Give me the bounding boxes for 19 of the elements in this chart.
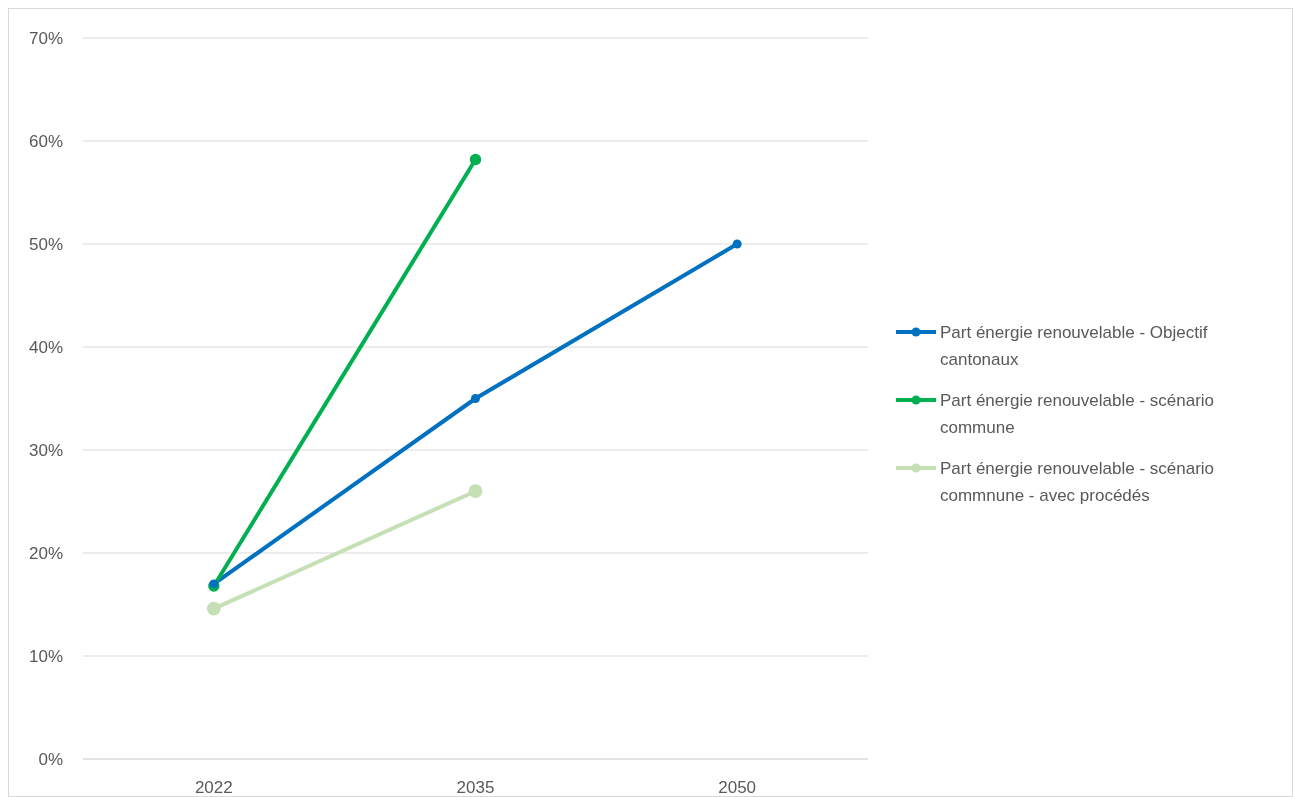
point [468, 484, 483, 499]
y-tick-label: 50% [28, 234, 63, 254]
y-tick-label: 30% [28, 440, 63, 460]
y-tick-label: 0% [38, 749, 63, 769]
point [732, 239, 742, 249]
x-tick-label: 2050 [718, 778, 757, 797]
y-tick-label: 70% [28, 28, 63, 48]
legend-label: Part énergie renouvelable - scénario commune [940, 391, 1215, 437]
x-tick-label: 2035 [456, 778, 495, 797]
legend-label: Part énergie renouvelable - scénario commnune - avec procédés [940, 459, 1215, 505]
x-tick-label: 2022 [194, 778, 233, 797]
point [471, 394, 480, 403]
y-tick-label: 60% [28, 131, 63, 151]
legend-label: Part énergie renouvelable - Objectif cantonaux [940, 323, 1208, 369]
y-tick-label: 10% [28, 646, 63, 666]
y-tick-label: 40% [28, 337, 63, 357]
point [206, 601, 221, 616]
y-tick-label: 20% [28, 543, 63, 563]
point [469, 153, 482, 166]
